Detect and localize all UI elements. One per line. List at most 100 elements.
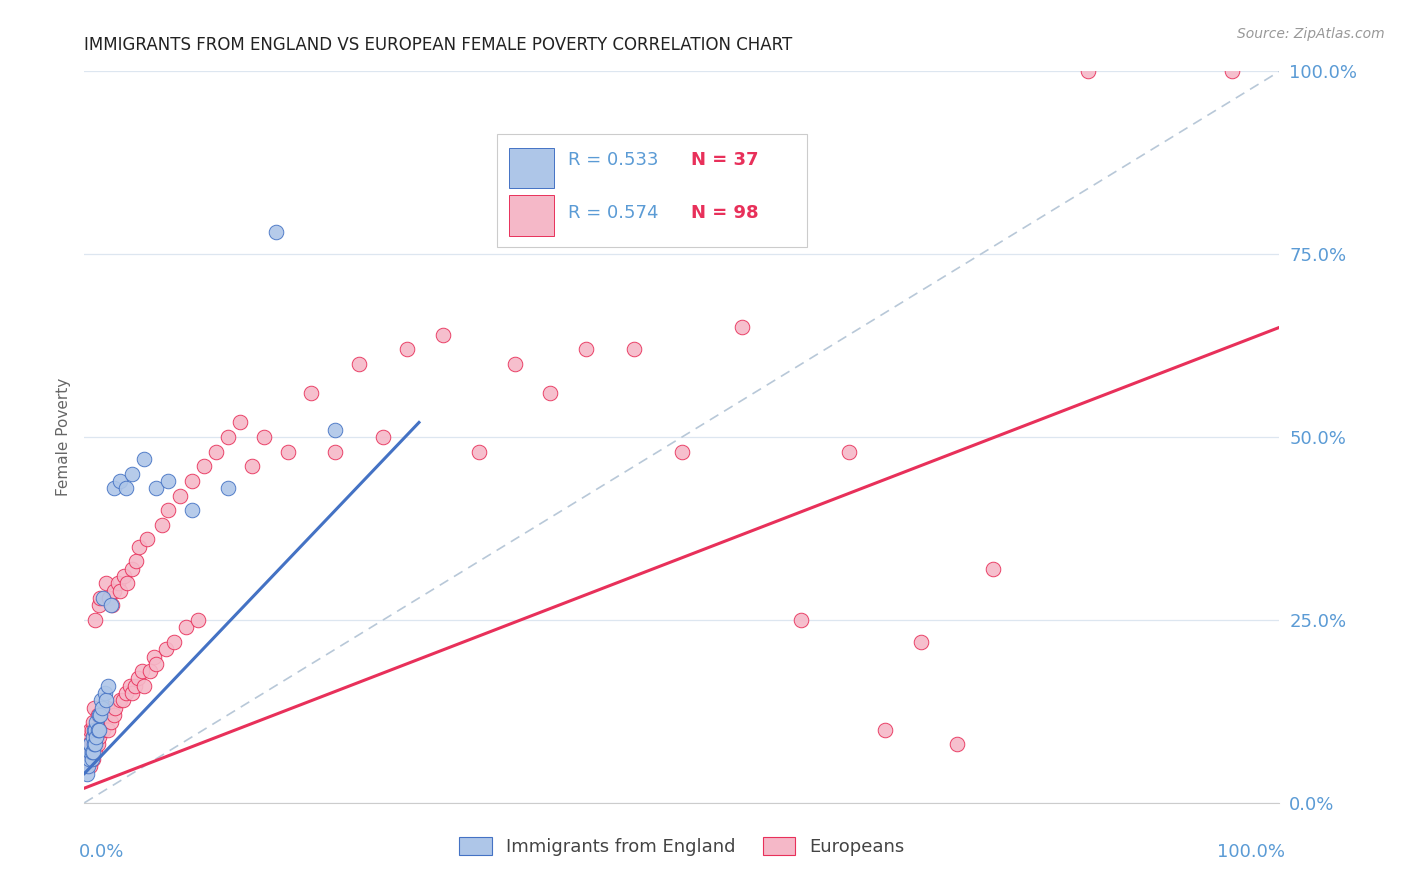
Point (77, 730, 100, 744)
Point (132, 452, 156, 467)
Point (82, 737, 104, 751)
Point (145, 481, 167, 495)
Text: Source: ZipAtlas.com: Source: ZipAtlas.com (1237, 27, 1385, 41)
Point (86, 723, 108, 737)
Point (80, 752, 103, 766)
Point (84, 745, 107, 759)
Point (91, 708, 114, 723)
Point (145, 657, 167, 671)
Text: R = 0.533: R = 0.533 (568, 151, 659, 169)
Point (87, 723, 110, 737)
Point (132, 679, 156, 693)
Point (1077, 64, 1099, 78)
Point (93, 723, 115, 737)
Point (80, 723, 103, 737)
Point (91, 700, 114, 714)
Point (93, 686, 115, 700)
Point (217, 481, 239, 495)
Point (83, 730, 105, 744)
Point (87, 708, 110, 723)
Point (76, 766, 98, 780)
Point (121, 467, 143, 481)
Point (229, 416, 252, 430)
Text: N = 37: N = 37 (692, 151, 759, 169)
Point (86, 723, 108, 737)
Point (111, 693, 134, 707)
Point (77, 745, 100, 759)
Point (838, 444, 860, 458)
FancyBboxPatch shape (509, 148, 554, 188)
Point (131, 664, 153, 678)
Point (325, 423, 347, 437)
Point (264, 225, 287, 239)
Point (82, 745, 104, 759)
Point (128, 540, 150, 554)
Text: 0.0%: 0.0% (79, 843, 124, 861)
Point (125, 554, 148, 568)
Point (86, 708, 108, 723)
Point (82, 730, 104, 744)
Point (86, 715, 108, 730)
Point (80, 745, 103, 759)
Point (100, 715, 122, 730)
Point (84, 730, 107, 744)
Point (86, 730, 108, 744)
Point (671, 444, 693, 458)
Text: R = 0.574: R = 0.574 (568, 204, 659, 222)
Point (121, 562, 143, 576)
Point (83, 737, 105, 751)
Point (79, 745, 101, 759)
Point (76, 759, 98, 773)
Point (103, 708, 125, 723)
FancyBboxPatch shape (509, 195, 554, 235)
Point (77, 759, 100, 773)
Point (325, 444, 347, 458)
Point (82, 752, 104, 766)
Text: IMMIGRANTS FROM ENGLAND VS EUROPEAN FEMALE POVERTY CORRELATION CHART: IMMIGRANTS FROM ENGLAND VS EUROPEAN FEMA… (84, 36, 793, 54)
Point (101, 599, 124, 613)
Point (112, 569, 135, 583)
Point (115, 686, 138, 700)
Point (790, 613, 813, 627)
Point (83, 745, 105, 759)
Point (575, 343, 598, 357)
Point (115, 481, 138, 495)
Point (82, 715, 104, 730)
Point (142, 649, 165, 664)
Point (84, 723, 107, 737)
Legend: Immigrants from England, Europeans: Immigrants from England, Europeans (451, 830, 912, 863)
Point (373, 430, 395, 444)
Point (623, 343, 645, 357)
Point (193, 459, 215, 474)
Point (77, 752, 100, 766)
Point (139, 664, 162, 678)
Point (83, 700, 105, 714)
Point (100, 599, 122, 613)
Text: N = 98: N = 98 (692, 204, 759, 222)
Point (97, 679, 120, 693)
Point (87, 599, 110, 613)
Point (80, 737, 103, 751)
Point (731, 320, 754, 334)
Point (97, 723, 120, 737)
Point (503, 357, 526, 371)
Point (89, 591, 111, 605)
Point (90, 693, 112, 707)
Point (89, 723, 111, 737)
Text: 100.0%: 100.0% (1218, 843, 1285, 861)
Point (103, 583, 125, 598)
Point (875, 723, 897, 737)
Point (169, 489, 191, 503)
Point (349, 357, 371, 371)
Point (79, 745, 101, 759)
Point (110, 693, 132, 707)
Point (135, 533, 157, 547)
Point (87, 730, 110, 744)
Point (981, 562, 1004, 576)
Point (124, 679, 146, 693)
Point (94, 693, 117, 707)
Point (110, 583, 132, 598)
Point (118, 679, 141, 693)
Point (163, 635, 186, 649)
Point (181, 474, 204, 488)
